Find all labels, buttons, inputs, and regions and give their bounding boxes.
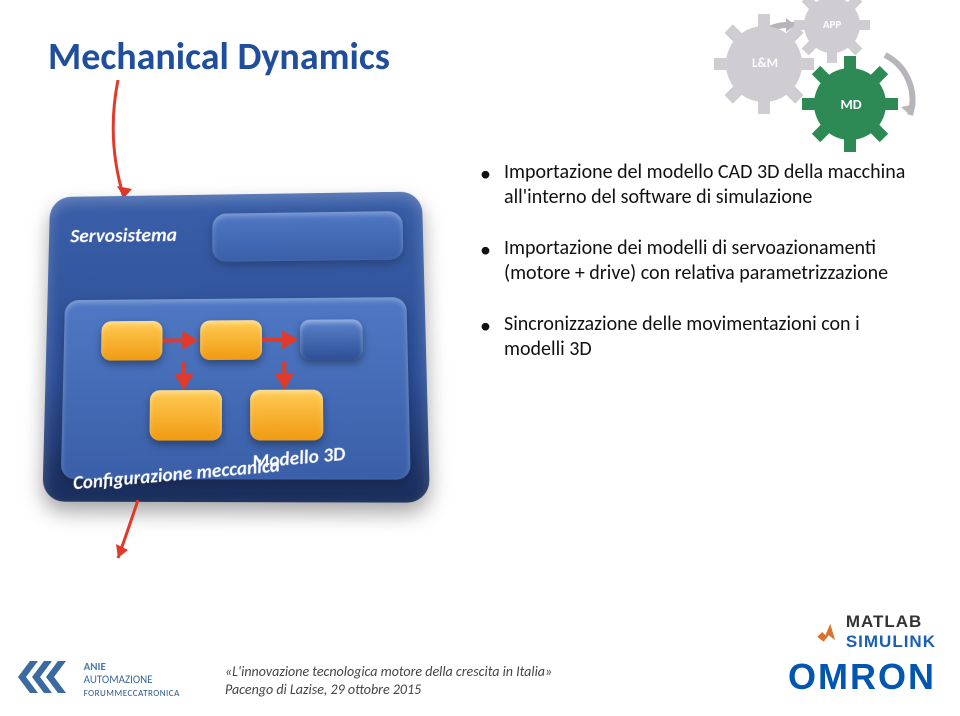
quote-line2: Pacengo di Lazise, 29 ottobre 2015 (225, 681, 552, 699)
footer-brand: ANIE AUTOMAZIONE FORUMMECCATRONICA (84, 660, 180, 699)
matlab-icon (814, 619, 840, 645)
matlab-logo: MATLAB SIMULINK (814, 612, 936, 652)
omron-logo: OMRON (788, 656, 936, 698)
forum-name: FORUMMECCATRONICA (84, 688, 180, 699)
chevron-icon (18, 657, 70, 702)
gear-label-md: MD (836, 96, 866, 113)
brand-line2: AUTOMAZIONE (84, 673, 153, 686)
red-pointer-top (100, 80, 180, 210)
bullet-2: Importazione dei modelli di servoazionam… (480, 236, 920, 286)
diagram-panel: Servosistema Modello 3D Configurazione m… (42, 191, 430, 502)
brand-line1: ANIE (84, 660, 106, 673)
footer-left-logos: ANIE AUTOMAZIONE FORUMMECCATRONICA (18, 657, 180, 702)
gear-label-app: APP (818, 18, 846, 31)
page-title: Mechanical Dynamics (48, 34, 390, 80)
slide-root: Mechanical Dynamics (0, 0, 960, 716)
bullet-1: Importazione del modello CAD 3D della ma… (480, 160, 920, 210)
gear-label-lm: L&M (748, 56, 782, 71)
footer: ANIE AUTOMAZIONE FORUMMECCATRONICA «L'in… (0, 616, 960, 716)
bullet-list: Importazione del modello CAD 3D della ma… (480, 160, 920, 388)
footer-quote: «L'innovazione tecnologica motore della … (225, 663, 552, 698)
red-pointer-bottom (110, 500, 170, 570)
matlab-line2: SIMULINK (846, 632, 936, 651)
chip-arrows (42, 191, 430, 502)
quote-line1: «L'innovazione tecnologica motore della … (225, 663, 552, 681)
bullet-3: Sincronizzazione delle movimentazioni co… (480, 312, 920, 362)
matlab-line1: MATLAB (846, 612, 923, 631)
